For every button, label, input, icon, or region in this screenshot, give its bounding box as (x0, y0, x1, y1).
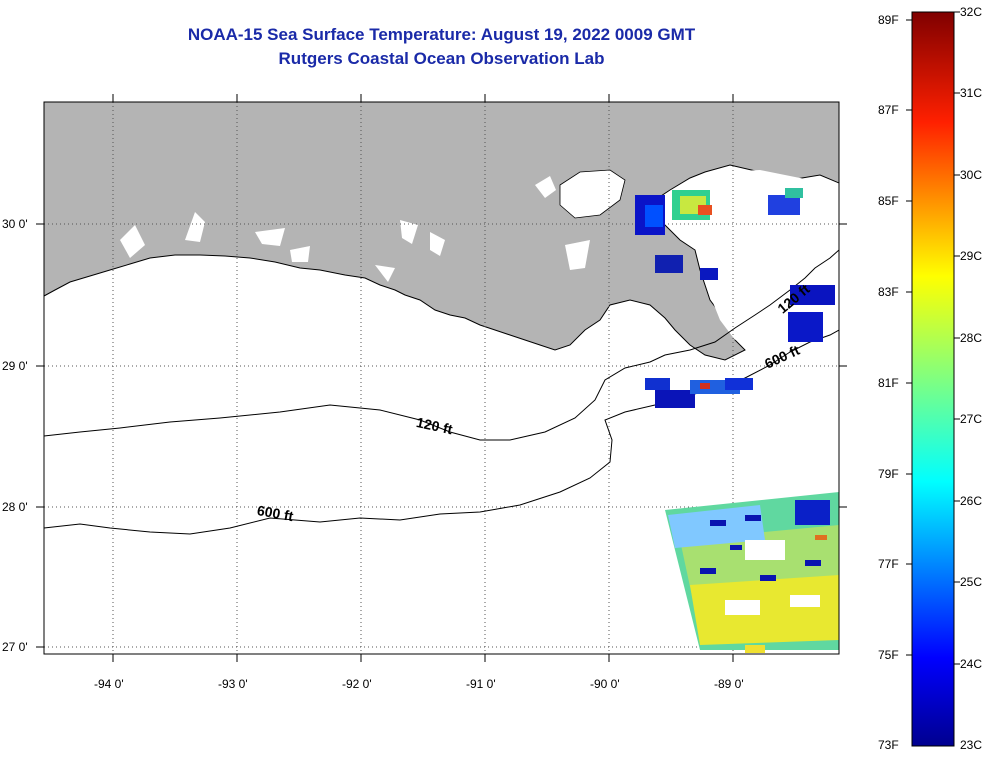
colorbar-ticks (906, 11, 960, 665)
colorbar-f-label: 81F (878, 376, 899, 390)
lon-label: -89 0' (714, 677, 744, 691)
lon-label: -91 0' (466, 677, 496, 691)
colorbar-f-label: 85F (878, 194, 899, 208)
lake-small-5 (290, 246, 310, 262)
colorbar-c-label: 29C (960, 249, 982, 263)
lake-small-7 (430, 232, 445, 256)
lake-small-6 (400, 220, 418, 244)
lat-label: 29 0' (2, 359, 28, 373)
colorbar-c-label: 27C (960, 412, 982, 426)
colorbar-c-label: 30C (960, 168, 982, 182)
colorbar-c-label: 23C (960, 738, 982, 752)
map-title: NOAA-15 Sea Surface Temperature: August … (187, 25, 696, 44)
map-frame (43, 101, 840, 655)
contour-label-120ft-west: 120 ft (415, 414, 454, 437)
lake-small-4 (255, 228, 285, 246)
colorbar-c-label: 31C (960, 86, 982, 100)
longitude-labels: -94 0' -93 0' -92 0' -91 0' -90 0' -89 0… (94, 677, 744, 691)
lon-label: -93 0' (218, 677, 248, 691)
colorbar-f-label: 79F (878, 467, 899, 481)
contour-120ft (44, 249, 839, 441)
lake-small-8 (565, 240, 590, 270)
contour-label-600ft-west: 600 ft (256, 502, 295, 524)
colorbar-c-label: 32C (960, 5, 982, 19)
frame-ticks (36, 94, 847, 662)
colorbar-f-label: 75F (878, 648, 899, 662)
colorbar-c-label: 26C (960, 494, 982, 508)
map-subtitle: Rutgers Coastal Ocean Observation Lab (278, 49, 605, 68)
lon-label: -94 0' (94, 677, 124, 691)
colorbar-f-label: 87F (878, 103, 899, 117)
cloud-mask-east (690, 170, 839, 340)
colorbar-f-label: 73F (878, 738, 899, 752)
lake-small-9 (375, 265, 395, 282)
sst-data (635, 188, 839, 653)
lat-label: 28 0' (2, 500, 28, 514)
colorbar-gradient (911, 11, 955, 747)
lat-label: 27 0' (2, 640, 28, 654)
colorbar-c-label: 25C (960, 575, 982, 589)
lon-label: -92 0' (342, 677, 372, 691)
colorbar-f-label: 83F (878, 285, 899, 299)
lake-small-1 (535, 176, 556, 198)
lon-label: -90 0' (590, 677, 620, 691)
lat-label: 30 0' (2, 217, 28, 231)
contour-600ft (44, 329, 839, 535)
colorbar-f-label: 89F (878, 13, 899, 27)
lake-small-2 (120, 225, 145, 258)
colorbar-c-label: 28C (960, 331, 982, 345)
colorbar-f-label: 77F (878, 557, 899, 571)
lake-small-3 (185, 212, 205, 242)
colorbar-c-label: 24C (960, 657, 982, 671)
temperature-colorbar: 89F 87F 85F 83F 81F 79F 77F 75F 73F 32C … (878, 5, 982, 752)
latitude-labels: 30 0' 29 0' 28 0' 27 0' (2, 217, 28, 654)
